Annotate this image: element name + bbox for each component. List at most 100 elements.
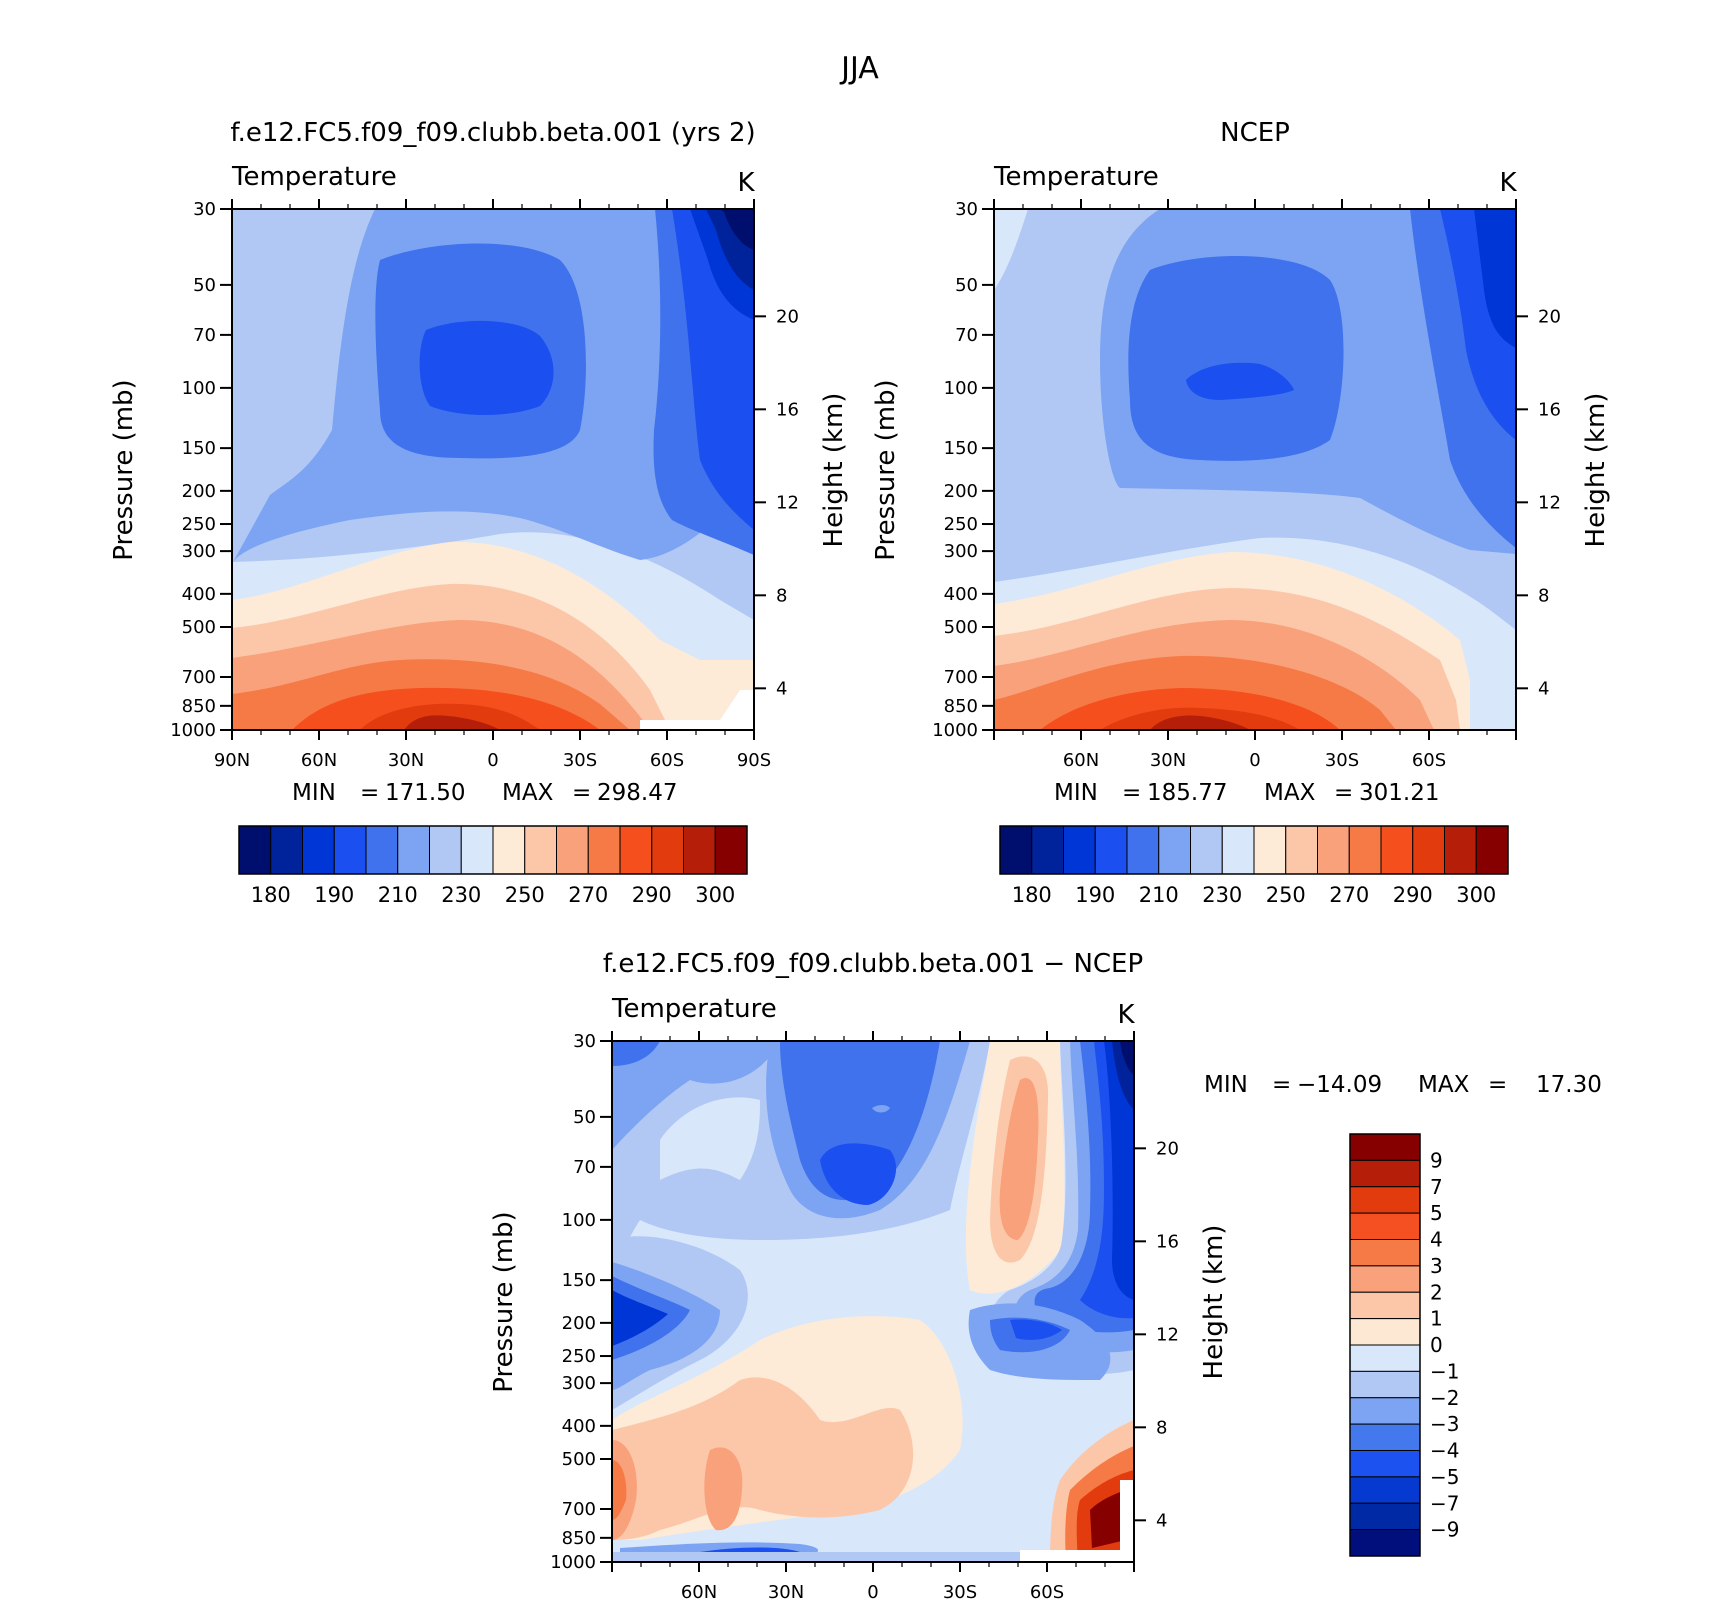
y2-tick-label: 12 bbox=[1156, 1324, 1179, 1345]
variable-label: Temperature bbox=[231, 162, 397, 192]
y-tick-label: 850 bbox=[944, 696, 978, 717]
colorbar-swatch bbox=[524, 825, 557, 875]
contour-band bbox=[994, 209, 1028, 290]
min-label: MIN bbox=[1204, 1072, 1248, 1098]
colorbar-label: 2 bbox=[1430, 1280, 1443, 1304]
y-tick-label: 400 bbox=[562, 1416, 596, 1437]
svg-text:=: = bbox=[1334, 780, 1353, 806]
y-tick-label: 70 bbox=[955, 325, 978, 346]
y2-tick-label: 20 bbox=[1156, 1138, 1179, 1159]
contour-field bbox=[232, 209, 754, 730]
contour-band bbox=[1120, 1041, 1134, 1076]
colorbar-swatch bbox=[397, 825, 430, 875]
contour-band bbox=[612, 1377, 914, 1540]
contour-band bbox=[1090, 1490, 1126, 1548]
max-label: MAX bbox=[1264, 780, 1316, 806]
colorbar-frame bbox=[1349, 1133, 1421, 1557]
colorbar-swatch bbox=[1349, 1344, 1421, 1372]
colorbar-swatch bbox=[1317, 825, 1350, 875]
x-tick-label: 30N bbox=[768, 1582, 804, 1600]
y-tick-label: 300 bbox=[182, 541, 216, 562]
colorbar-swatch bbox=[1031, 825, 1064, 875]
svg-text:=: = bbox=[1272, 1072, 1291, 1098]
stats-line: MIN = 171.50 MAX = 298.47 bbox=[292, 780, 677, 806]
colorbar-swatch bbox=[714, 825, 748, 875]
panel-title: f.e12.FC5.f09_f09.clubb.beta.001 − NCEP bbox=[603, 949, 1143, 979]
contour-band bbox=[660, 1097, 760, 1180]
x-tick-label: 90N bbox=[214, 750, 250, 771]
min-value: −14.09 bbox=[1297, 1072, 1382, 1098]
y2-tick-label: 16 bbox=[1156, 1231, 1179, 1252]
contour-band bbox=[780, 1041, 940, 1201]
y-tick-label: 500 bbox=[944, 617, 978, 638]
y2-tick-label: 4 bbox=[1156, 1510, 1167, 1531]
x-tick-label: 30S bbox=[943, 1582, 977, 1600]
colorbar-swatch bbox=[302, 825, 335, 875]
colorbar-swatch bbox=[1380, 825, 1414, 875]
contour-field bbox=[994, 209, 1516, 730]
y-tick-label: 50 bbox=[193, 275, 216, 296]
y-tick-label: 500 bbox=[562, 1449, 596, 1470]
svg-text:=: = bbox=[1122, 780, 1141, 806]
colorbar-label: 4 bbox=[1430, 1228, 1443, 1252]
y2-tick-label: 4 bbox=[776, 678, 787, 699]
colorbar-label: 210 bbox=[378, 883, 418, 907]
y-tick-label: 200 bbox=[562, 1313, 596, 1334]
y2-axis-label: Height (km) bbox=[1581, 393, 1611, 548]
y2-tick-label: 16 bbox=[1538, 399, 1561, 420]
colorbar-label: 190 bbox=[1075, 883, 1115, 907]
colorbar-swatch bbox=[1349, 1186, 1421, 1214]
panel-title: NCEP bbox=[1220, 118, 1290, 148]
y-tick-label: 700 bbox=[182, 667, 216, 688]
y-tick-label: 300 bbox=[562, 1373, 596, 1394]
contour-band bbox=[820, 1143, 897, 1205]
x-tick-label: 30N bbox=[388, 750, 424, 771]
min-value: 185.77 bbox=[1147, 780, 1227, 806]
missing-data bbox=[1020, 1550, 1134, 1562]
colorbar-swatch bbox=[1349, 1529, 1421, 1557]
svg-text:=: = bbox=[572, 780, 591, 806]
x-tick-label: 60N bbox=[301, 750, 337, 771]
panel-difference: f.e12.FC5.f09_f09.clubb.beta.001 − NCEP … bbox=[489, 949, 1602, 1600]
colorbar-label: 230 bbox=[441, 883, 481, 907]
colorbar-label: 1 bbox=[1430, 1307, 1443, 1331]
contour-band bbox=[612, 1552, 1134, 1562]
stats-line: MIN = −14.09 MAX = 17.30 bbox=[1204, 1072, 1602, 1098]
colorbar-label: 300 bbox=[695, 883, 735, 907]
x-tick-label: 30S bbox=[1325, 750, 1359, 771]
x-tick-label: 60N bbox=[1063, 750, 1099, 771]
y-tick-label: 100 bbox=[182, 378, 216, 399]
y-tick-label: 400 bbox=[182, 584, 216, 605]
y-tick-label: 700 bbox=[562, 1499, 596, 1520]
contour-band bbox=[1010, 1319, 1062, 1340]
y-tick-label: 100 bbox=[944, 378, 978, 399]
contour-band bbox=[1128, 256, 1344, 461]
y-tick-label: 250 bbox=[562, 1346, 596, 1367]
colorbar-swatch bbox=[1349, 1476, 1421, 1504]
contour-band bbox=[872, 1105, 890, 1113]
axis-ticks: 30 50 70 100 150 200 250 300 400 500 700 850 1000 20 1… bbox=[170, 199, 799, 771]
colorbar-swatch bbox=[1349, 1502, 1421, 1531]
colorbar-label: 270 bbox=[568, 883, 608, 907]
colorbar-label: −3 bbox=[1430, 1412, 1459, 1436]
colorbar-label: −5 bbox=[1430, 1465, 1459, 1489]
y2-tick-label: 20 bbox=[1538, 306, 1561, 327]
colorbar-swatch bbox=[1349, 1397, 1421, 1425]
contour-band bbox=[1474, 209, 1516, 348]
colorbar-label: 5 bbox=[1430, 1201, 1443, 1225]
colorbar-label: 180 bbox=[1012, 883, 1052, 907]
contour-band bbox=[404, 715, 500, 730]
colorbar-swatch bbox=[1349, 1239, 1421, 1267]
y2-tick-label: 12 bbox=[776, 492, 799, 513]
y-tick-label: 30 bbox=[573, 1031, 596, 1052]
contour-field bbox=[612, 1041, 1134, 1562]
y-tick-label: 30 bbox=[193, 199, 216, 220]
colorbar-swatch bbox=[333, 825, 367, 875]
min-label: MIN bbox=[292, 780, 336, 806]
x-tick-label: 30S bbox=[563, 750, 597, 771]
colorbar-label: 290 bbox=[632, 883, 672, 907]
colorbar-swatch bbox=[492, 825, 526, 875]
figure-title: JJA bbox=[839, 51, 879, 86]
contour-band bbox=[612, 1290, 668, 1346]
